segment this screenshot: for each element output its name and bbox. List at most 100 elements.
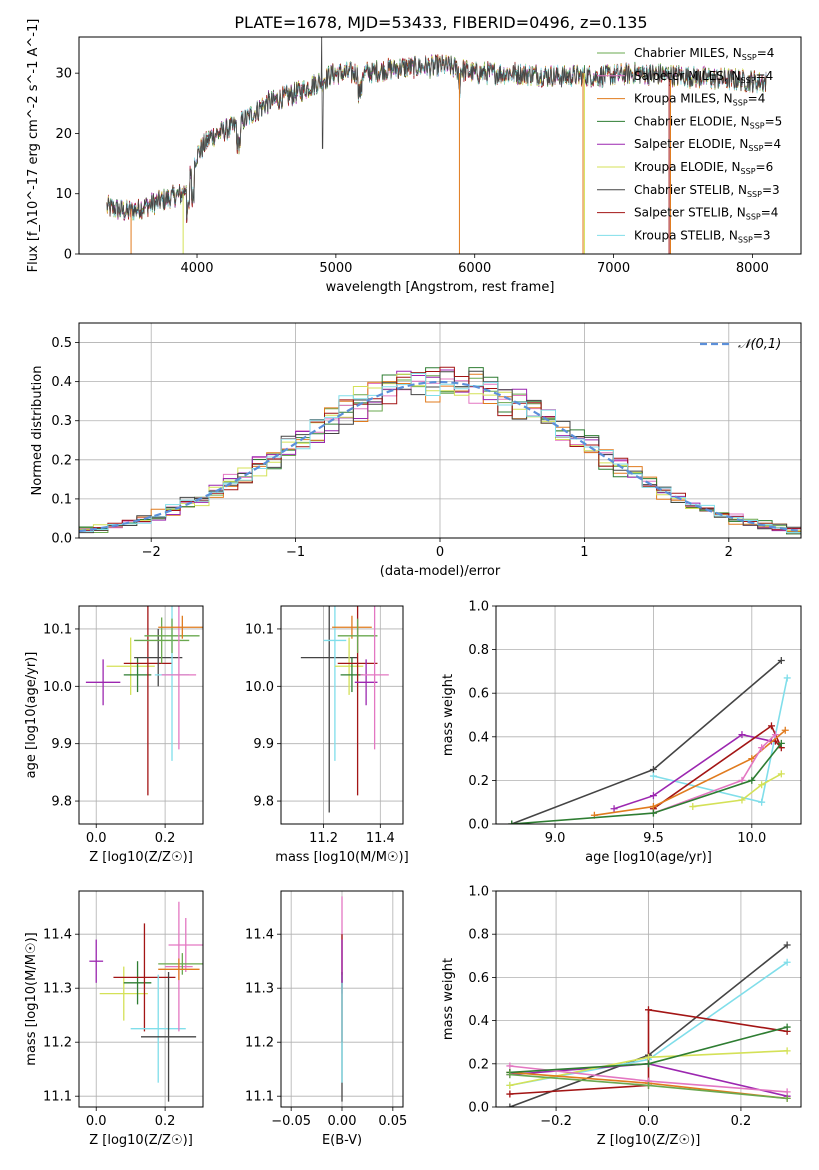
y-tick-label: 11.3 xyxy=(245,982,274,997)
x-tick-label: 6000 xyxy=(458,261,491,276)
axes-frame xyxy=(78,322,802,539)
series-marker xyxy=(771,731,779,739)
x-tick-label: 8000 xyxy=(736,261,769,276)
y-tick-label: 0.2 xyxy=(468,1057,489,1072)
y-tick-label: 20 xyxy=(55,127,72,142)
axes-frame xyxy=(280,890,404,1108)
series-marker xyxy=(783,1094,791,1102)
series-marker xyxy=(506,1103,514,1107)
x-axis-label: Z [log10(Z/Z☉)] xyxy=(89,850,193,865)
legend: Chabrier MILES, NSSP=4 Salpeter MILES, NS… xyxy=(597,46,782,244)
axes-frame xyxy=(280,605,404,825)
panel-spectrum: 4000 5000 6000 7000 8000 0 10 20 30 wavelength [A… xyxy=(26,19,802,295)
series-marker xyxy=(508,820,516,824)
y-tick-label: 0.2 xyxy=(51,453,72,468)
y-tick-label: 10.1 xyxy=(245,622,274,637)
series-marker xyxy=(610,805,618,813)
y-tick-label: 9.8 xyxy=(253,795,274,810)
y-tick-label: 0.5 xyxy=(51,336,72,351)
x-tick-label: 1 xyxy=(580,545,588,560)
figure-title: PLATE=1678, MJD=53433, FIBERID=0496, z=0… xyxy=(234,13,647,32)
legend-entry: Salpeter STELIB, NSSP=4 xyxy=(634,206,778,222)
x-tick-label: 0.05 xyxy=(378,1114,407,1129)
x-axis-label: (data-model)/error xyxy=(380,564,501,579)
plot-area xyxy=(508,657,791,824)
x-tick-label: 9.5 xyxy=(643,831,664,846)
legend-value: =4 xyxy=(748,92,766,106)
legend-subscript: SSP xyxy=(747,190,762,199)
x-tick-label: 0.00 xyxy=(328,1114,357,1129)
histogram-series-7 xyxy=(79,366,801,531)
x-axis-label: wavelength [Angstrom, rest frame] xyxy=(326,280,555,295)
x-tick-label: 0.0 xyxy=(86,1114,107,1129)
y-tick-label: 0.8 xyxy=(468,643,489,658)
y-tick-label: 30 xyxy=(55,67,72,82)
x-tick-label: 9.0 xyxy=(545,831,566,846)
x-tick-label: 4000 xyxy=(180,261,213,276)
series-marker xyxy=(649,803,657,811)
axes-frame xyxy=(78,605,204,825)
series-marker xyxy=(649,809,657,817)
series-marker xyxy=(645,1053,652,1061)
x-tick-label: 11.4 xyxy=(366,831,395,846)
x-tick-label: −0.2 xyxy=(540,1114,572,1129)
legend-entry: Chabrier STELIB, NSSP=3 xyxy=(634,183,780,199)
legend-entry: Chabrier MILES, NSSP=4 xyxy=(634,46,774,62)
legend-subscript: SSP xyxy=(741,167,756,176)
x-tick-label: 10.0 xyxy=(737,831,766,846)
y-tick-label: 0.6 xyxy=(468,687,489,702)
y-axis-label: mass [log10(M/M☉)] xyxy=(24,932,39,1065)
series-marker xyxy=(738,796,746,804)
legend-entry: Kroupa MILES, NSSP=4 xyxy=(634,92,765,108)
x-tick-label: −1 xyxy=(286,545,305,560)
legend-value: =4 xyxy=(761,206,779,220)
series-marker xyxy=(777,739,785,747)
series-marker xyxy=(783,1047,791,1055)
x-tick-label: 0.2 xyxy=(155,1114,176,1129)
legend-entry: Kroupa ELODIE, NSSP=6 xyxy=(634,160,773,176)
legend: 𝒩(0,1) xyxy=(700,337,781,352)
y-tick-label: 9.9 xyxy=(253,737,274,752)
y-tick-label: 10.0 xyxy=(245,680,274,695)
series-marker xyxy=(748,776,756,784)
plot-area xyxy=(79,366,801,535)
legend-entry: Salpeter MILES, NSSP=4 xyxy=(634,69,773,85)
normal-curve xyxy=(79,380,801,533)
series-marker xyxy=(645,1081,652,1089)
series-marker xyxy=(781,726,789,734)
series-marker xyxy=(645,1060,652,1068)
x-axis-label: mass [log10(M/M☉)] xyxy=(275,850,408,865)
x-tick-label: 0.0 xyxy=(638,1114,659,1129)
series-marker xyxy=(783,941,791,949)
x-axis-label: Z [log10(Z/Z☉)] xyxy=(89,1133,193,1148)
legend-subscript: SSP xyxy=(750,121,765,130)
series-marker xyxy=(783,958,791,966)
y-tick-label: 0.2 xyxy=(468,774,489,789)
y-tick-label: 10 xyxy=(55,187,72,202)
series-marker xyxy=(506,1081,514,1089)
y-tick-label: 0.0 xyxy=(51,532,72,547)
y-tick-label: 11.1 xyxy=(43,1090,72,1105)
series-marker xyxy=(783,1088,791,1096)
legend-subscript: SSP xyxy=(733,99,748,108)
y-axis-label: mass weight xyxy=(441,958,456,1040)
series-marker xyxy=(783,1023,791,1031)
y-tick-label: 0.3 xyxy=(51,414,72,429)
x-axis-label: age [log10(age/yr)] xyxy=(585,850,712,865)
series-marker xyxy=(783,674,791,682)
y-tick-label: 0.4 xyxy=(468,730,489,745)
series-line-5 xyxy=(692,773,782,808)
series-marker xyxy=(738,776,746,784)
plot-area xyxy=(300,606,389,813)
y-tick-label: 11.4 xyxy=(245,928,274,943)
y-tick-label: 11.4 xyxy=(43,928,72,943)
series-marker xyxy=(758,798,766,806)
legend-entry: Chabrier ELODIE, NSSP=5 xyxy=(634,114,782,130)
panel-mass-vs-e-b-v-: −0.05 0.00 0.05 11.1 11.2 11.3 11.4 E(B-V) xyxy=(245,890,407,1148)
y-tick-label: 11.2 xyxy=(245,1036,274,1051)
series-marker xyxy=(649,772,657,780)
y-axis-label: mass weight xyxy=(441,674,456,756)
axes-frame xyxy=(495,890,802,1108)
series-marker xyxy=(649,792,657,800)
